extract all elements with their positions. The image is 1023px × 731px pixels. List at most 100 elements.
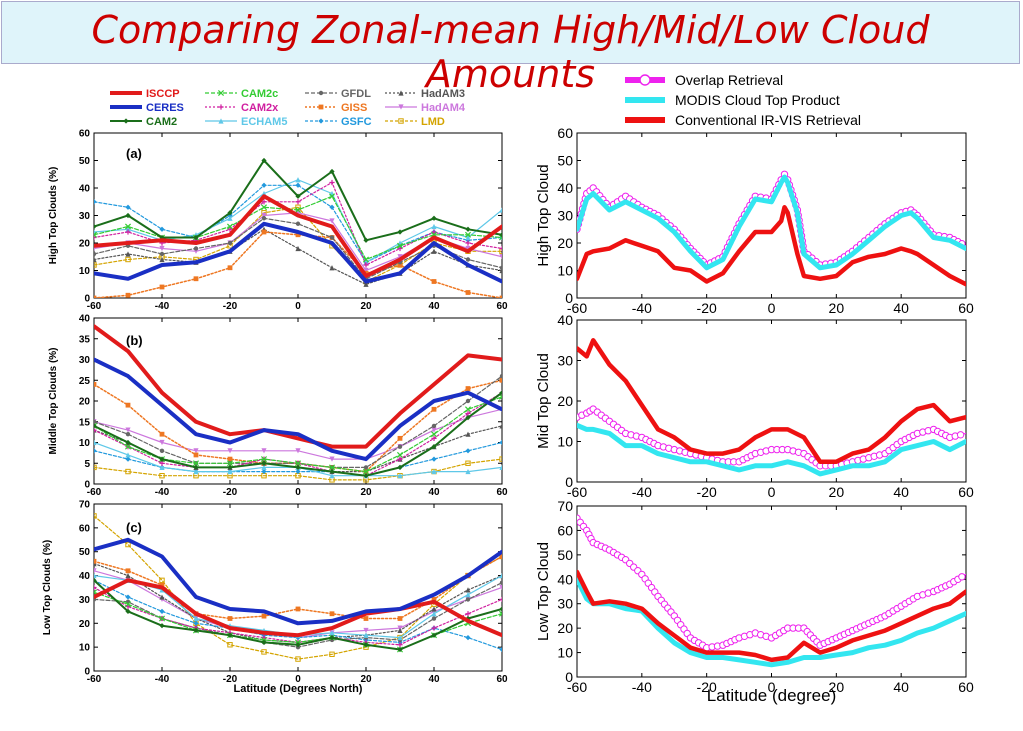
legend-item-overlap: Overlap Retrieval	[625, 72, 783, 88]
series-group	[577, 514, 966, 668]
data-point-cam2	[94, 223, 97, 230]
y-tick-label: 10	[79, 438, 91, 449]
data-point-cam2	[193, 464, 199, 470]
series-group	[94, 157, 502, 298]
x-tick-label: 60	[958, 484, 974, 500]
data-point-cam2	[261, 157, 267, 164]
y-tick-label: 15	[79, 417, 91, 428]
y-tick-label: 60	[557, 125, 573, 141]
x-tick-label: -20	[223, 301, 238, 312]
data-point-hadam4	[465, 245, 471, 252]
panel-1: 0 10 20 30 40 50 60 -60 -40 -20 0 20 40 60 High Top Cl…	[48, 129, 508, 313]
legend-item-lmd: LMD	[385, 116, 445, 128]
y-tick-label: 60	[79, 523, 91, 534]
legend-label: Conventional IR-VIS Retrieval	[675, 112, 861, 128]
data-point-echam5	[193, 468, 199, 475]
panel-5: 0 10 20 30 40 -60 -40 -20 0 20 40 60 Mid Top Cloud	[535, 312, 974, 500]
data-point-cam2x	[227, 226, 233, 232]
x-tick-label: 40	[428, 487, 440, 498]
y-tick-label: 5	[84, 459, 90, 470]
data-point-echam5	[397, 473, 403, 479]
legend-label: LMD	[421, 116, 445, 128]
data-point-hadam4	[431, 427, 437, 433]
data-point-cam2c	[294, 206, 302, 214]
legend-label: ECHAM5	[241, 116, 287, 128]
data-point-cam2c	[226, 223, 234, 230]
data-point-cam2	[193, 234, 199, 241]
y-tick-label: 40	[557, 571, 573, 587]
plot-frame	[576, 319, 967, 483]
data-point-hadam3	[94, 256, 97, 263]
y-tick-label: 40	[79, 314, 91, 325]
x-tick-label: 20	[829, 300, 845, 316]
x-tick-label: 60	[496, 674, 508, 685]
y-axis-label: Low Top Cloud	[535, 542, 552, 641]
x-tick-label: -20	[223, 487, 238, 498]
title-bar: Comparing Zonal-mean High/Mid/Low Cloud …	[1, 1, 1020, 96]
data-point-gsfc	[261, 182, 267, 188]
data-point-hadam3	[431, 606, 437, 612]
data-point-hadam3	[159, 256, 165, 263]
data-point-lmd	[94, 513, 97, 519]
legend-marker	[218, 118, 224, 124]
series-line-gfdl	[94, 375, 502, 468]
data-point-lmd	[125, 541, 131, 548]
legend-marker	[318, 118, 324, 124]
x-tick-label: -60	[87, 487, 102, 498]
data-point-hadam4	[261, 448, 267, 454]
data-point-lmd	[499, 456, 502, 462]
x-tick-label: 40	[893, 484, 909, 500]
y-tick-label: 60	[79, 129, 91, 140]
data-point-giss	[125, 402, 131, 408]
y-tick-label: 70	[557, 498, 573, 514]
data-point-cam2	[329, 168, 335, 175]
data-point-gsfc	[159, 608, 165, 614]
data-point-gsfc	[193, 620, 199, 626]
series-group	[577, 338, 966, 477]
data-point-giss	[499, 377, 502, 383]
data-point-giss	[431, 406, 437, 412]
data-point-cam2c	[396, 451, 404, 458]
data-point-hadam4	[363, 267, 369, 274]
data-point-gfdl	[159, 251, 165, 257]
legend-marker	[123, 118, 129, 124]
data-point-gsfc	[159, 226, 165, 232]
data-point-cam2	[363, 642, 369, 648]
data-point-lmd	[94, 464, 97, 471]
y-axis-label: Middle Top Clouds (%)	[48, 347, 59, 454]
legend-label: ISCCP	[146, 88, 180, 100]
data-point-cam2c	[498, 234, 502, 241]
data-point-gfdl	[431, 616, 437, 621]
data-point-echam5	[94, 439, 97, 446]
data-point-cam2x	[94, 427, 97, 433]
y-tick-label: 0	[565, 474, 573, 490]
data-point-cam2	[397, 646, 403, 653]
legend-item-hadam3: HadAM3	[385, 88, 465, 100]
data-point-gfdl	[465, 398, 471, 404]
data-point-echam5	[261, 464, 267, 470]
legend-marker	[318, 104, 324, 110]
data-point-hadam3	[125, 251, 131, 257]
data-point-giss	[159, 284, 165, 290]
data-point-echam5	[431, 611, 437, 617]
x-tick-label: -40	[155, 301, 170, 312]
data-point-hadam4	[94, 568, 97, 574]
data-point-cam2	[227, 464, 233, 470]
data-point-lmd	[261, 649, 267, 655]
x-tick-label: 20	[360, 301, 372, 312]
page-title: Comparing Zonal-mean High/Mid/Low Cloud …	[91, 8, 930, 96]
legend-marker	[398, 104, 404, 110]
x-axis-label: Latitude (degree)	[707, 686, 836, 705]
x-tick-label: -60	[567, 300, 587, 316]
data-point-echam5	[397, 635, 403, 641]
data-point-gsfc	[94, 199, 97, 205]
legend-label: HadAM3	[421, 88, 465, 100]
panel-label: (b)	[126, 333, 143, 348]
data-point-giss	[397, 262, 403, 268]
panel-label: (a)	[126, 146, 142, 161]
data-point-hadam4	[295, 448, 301, 454]
data-point-cam2	[465, 226, 471, 232]
data-point-echam5	[329, 473, 335, 479]
x-tick-label: 60	[958, 679, 974, 695]
data-point-giss	[159, 431, 165, 437]
